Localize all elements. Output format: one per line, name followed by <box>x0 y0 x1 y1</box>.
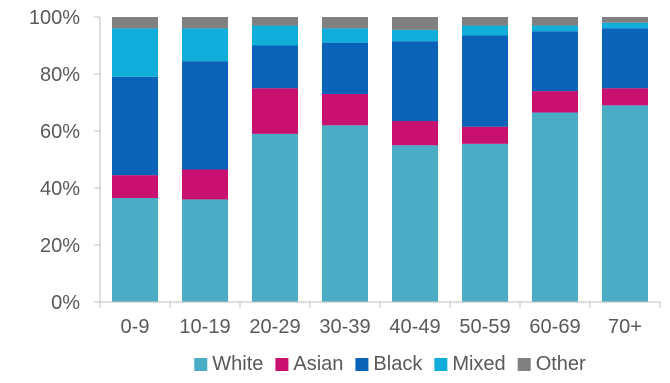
bar-segment-other-0-9 <box>112 17 158 29</box>
x-tick-label: 50-59 <box>459 316 510 338</box>
y-tick-label: 0% <box>51 292 80 314</box>
bar-segment-other-40-49 <box>392 17 438 30</box>
bar-segment-white-0-9 <box>112 197 158 302</box>
bar-segment-other-20-29 <box>252 17 298 26</box>
bar-segment-asian-60-69 <box>532 91 578 113</box>
bar-segment-white-70+ <box>602 105 648 302</box>
legend-swatch <box>355 358 369 371</box>
y-tick-label: 80% <box>40 64 80 86</box>
legend-item-mixed: Mixed <box>434 353 506 375</box>
bars <box>112 17 648 302</box>
bar-segment-black-60-69 <box>532 31 578 92</box>
bar-segment-mixed-30-39 <box>322 28 368 43</box>
bar-segment-asian-30-39 <box>322 93 368 126</box>
legend-swatch <box>517 358 531 371</box>
bar-segment-black-0-9 <box>112 76 158 176</box>
y-axis: 0% 20% 40% 60% 80% 100% <box>29 7 101 314</box>
bar-segment-white-20-29 <box>252 133 298 302</box>
bar-stack-10-19 <box>182 17 228 302</box>
bar-segment-asian-20-29 <box>252 88 298 134</box>
legend-item-black: Black <box>355 353 423 375</box>
bar-segment-white-10-19 <box>182 199 228 302</box>
bar-segment-black-30-39 <box>322 42 368 94</box>
x-axis: 0-9 10-19 20-29 30-39 40-49 50-59 60-69 70+ <box>99 301 661 338</box>
bar-segment-mixed-40-49 <box>392 29 438 42</box>
bar-segment-other-30-39 <box>322 17 368 29</box>
bar-segment-white-60-69 <box>532 112 578 302</box>
bar-segment-mixed-50-59 <box>462 25 508 36</box>
legend-label: Other <box>536 353 586 375</box>
bar-stack-60-69 <box>532 17 578 302</box>
y-tick-label: 100% <box>29 7 80 29</box>
y-tick-label: 40% <box>40 178 80 200</box>
bar-segment-asian-70+ <box>602 88 648 106</box>
bar-segment-other-50-59 <box>462 17 508 26</box>
bar-segment-other-60-69 <box>532 17 578 26</box>
y-tick-label: 20% <box>40 235 80 257</box>
legend: White Asian Black Mixed Other <box>194 353 586 375</box>
bar-segment-mixed-10-19 <box>182 28 228 62</box>
legend-item-asian: Asian <box>275 353 343 375</box>
y-tick-label: 60% <box>40 121 80 143</box>
legend-swatch <box>434 358 448 371</box>
x-tick-label: 0-9 <box>121 316 150 338</box>
bar-stack-30-39 <box>322 17 368 302</box>
bar-segment-white-30-39 <box>322 125 368 302</box>
x-tick-label: 20-29 <box>249 316 300 338</box>
bar-segment-white-40-49 <box>392 145 438 302</box>
bar-segment-black-10-19 <box>182 61 228 170</box>
bar-segment-asian-50-59 <box>462 126 508 144</box>
legend-swatch <box>194 358 208 371</box>
bar-segment-black-40-49 <box>392 41 438 122</box>
bar-segment-black-20-29 <box>252 45 298 89</box>
bar-segment-black-50-59 <box>462 35 508 127</box>
x-tick-label: 70+ <box>608 316 642 338</box>
legend-label: White <box>212 353 263 375</box>
x-tick-label: 30-39 <box>319 316 370 338</box>
bar-segment-mixed-20-29 <box>252 25 298 46</box>
bar-stack-40-49 <box>392 17 438 302</box>
bar-segment-black-70+ <box>602 28 648 89</box>
legend-swatch <box>275 358 289 371</box>
legend-item-other: Other <box>517 353 586 375</box>
bar-stack-0-9 <box>112 17 158 302</box>
x-tick-label: 40-49 <box>389 316 440 338</box>
legend-label: Mixed <box>452 353 505 375</box>
legend-item-white: White <box>194 353 263 375</box>
legend-label: Black <box>373 353 423 375</box>
bar-stack-20-29 <box>252 17 298 302</box>
bar-segment-other-10-19 <box>182 17 228 29</box>
x-tick-label: 60-69 <box>529 316 580 338</box>
bar-segment-mixed-60-69 <box>532 25 578 32</box>
bar-stack-70+ <box>602 17 648 302</box>
bar-segment-mixed-70+ <box>602 22 648 29</box>
bar-segment-mixed-0-9 <box>112 28 158 77</box>
bar-segment-asian-40-49 <box>392 121 438 146</box>
bar-segment-asian-0-9 <box>112 175 158 198</box>
bar-stack-50-59 <box>462 17 508 302</box>
bar-segment-asian-10-19 <box>182 169 228 200</box>
legend-label: Asian <box>293 353 343 375</box>
x-tick-label: 10-19 <box>179 316 230 338</box>
bar-segment-other-70+ <box>602 17 648 23</box>
bar-segment-white-50-59 <box>462 143 508 302</box>
